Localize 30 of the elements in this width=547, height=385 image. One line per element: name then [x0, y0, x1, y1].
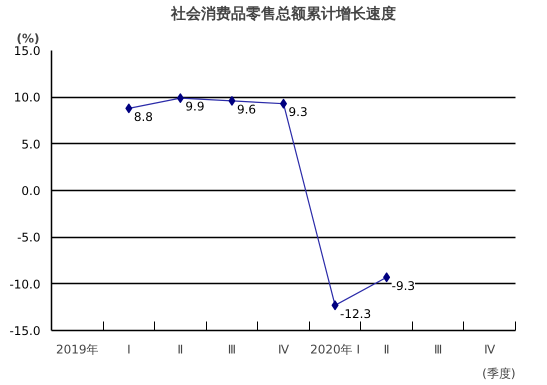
- x-tick-label: 2019年: [56, 342, 99, 356]
- x-tick-label: Ⅳ: [278, 342, 290, 356]
- y-axis-title: (%): [16, 32, 40, 46]
- y-tick-label: -5.0: [17, 230, 41, 245]
- point: [176, 93, 184, 104]
- data-label: 9.6: [236, 102, 256, 116]
- x-tick-label: Ⅳ: [484, 342, 496, 356]
- point: [125, 103, 132, 114]
- x-tick-label: Ⅱ: [177, 342, 184, 356]
- y-tick-label: 15.0: [14, 44, 40, 58]
- x-tick-label: 2020年 Ⅰ: [310, 342, 360, 356]
- y-tick-label: 10.0: [14, 90, 40, 105]
- data-label: 8.8: [134, 110, 153, 124]
- data-label: -9.3: [392, 278, 416, 293]
- data-label: -12.3: [340, 306, 372, 321]
- y-tick-label: 0.0: [21, 184, 41, 198]
- chart-title: 社会消费品零售总额累计增长速度: [170, 4, 396, 22]
- y-tick-label: -10.0: [9, 277, 41, 292]
- data-label: 9.9: [185, 100, 204, 114]
- x-tick-label: Ⅱ: [384, 342, 390, 356]
- y-tick-label: -15.0: [9, 324, 41, 338]
- x-tick-label: Ⅲ: [434, 342, 442, 356]
- x-axis-title: (季度): [482, 366, 516, 380]
- point: [332, 300, 339, 310]
- point: [228, 96, 236, 106]
- data-label: 9.3: [288, 105, 308, 120]
- x-tick-label: Ⅲ: [228, 342, 236, 356]
- point: [383, 272, 390, 282]
- x-tick-label: Ⅰ: [127, 342, 131, 356]
- y-tick-label: 5.0: [21, 137, 41, 152]
